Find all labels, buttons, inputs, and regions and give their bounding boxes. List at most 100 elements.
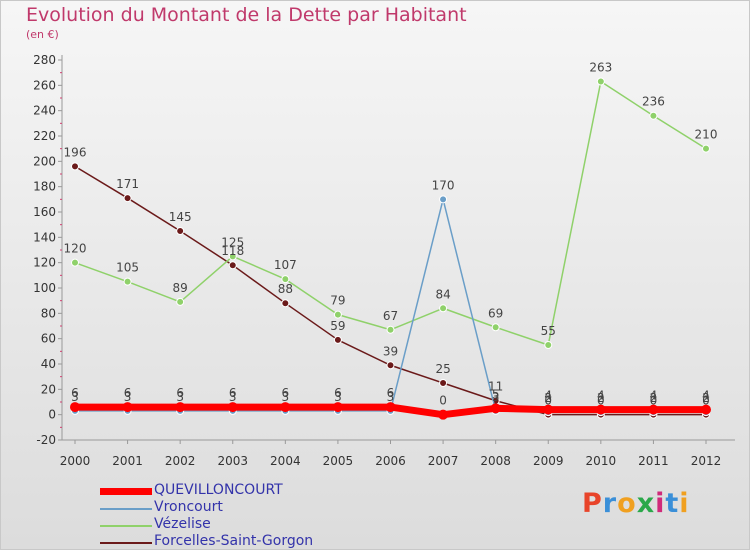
- series-line-forcelles-saint-gorgon: [74, 165, 707, 416]
- data-label-forcelles-saint-gorgon: 88: [278, 282, 293, 296]
- y-tick-label: -20: [36, 433, 56, 447]
- data-label-forcelles-saint-gorgon: 39: [383, 344, 398, 358]
- x-tick-label: 2008: [480, 454, 511, 468]
- logo-letter: r: [602, 488, 618, 519]
- data-label-vroncourt: 3: [282, 390, 290, 404]
- logo-letter: t: [665, 488, 680, 519]
- data-point-quevilloncourt: [280, 402, 291, 413]
- y-tick-label: 20: [41, 382, 56, 396]
- x-tick-label: 2005: [323, 454, 354, 468]
- proxiti-logo: Proxiti: [582, 488, 690, 519]
- data-label-vroncourt: 3: [229, 390, 237, 404]
- data-point-forcelles-saint-gorgon: [71, 162, 79, 171]
- data-point-quevilloncourt: [70, 402, 80, 413]
- x-tick-label: 2006: [375, 454, 406, 468]
- y-tick-label: 280: [33, 53, 56, 67]
- data-label-quevilloncourt: 6: [387, 386, 395, 400]
- data-label-forcelles-saint-gorgon: 145: [169, 210, 192, 224]
- data-point-v-zelise: [333, 310, 342, 319]
- data-label-quevilloncourt: 4: [597, 389, 605, 403]
- y-tick-label: 80: [41, 306, 56, 320]
- x-tick-label: 2012: [691, 454, 722, 468]
- data-label-vroncourt: 3: [387, 390, 395, 404]
- data-point-v-zelise: [123, 277, 132, 286]
- data-label-forcelles-saint-gorgon: 59: [330, 319, 345, 333]
- data-label-vroncourt: 3: [492, 390, 500, 404]
- y-tick-label: 200: [33, 154, 56, 168]
- y-tick-label: 260: [33, 78, 56, 92]
- data-point-v-zelise: [544, 341, 553, 349]
- y-tick-label: 40: [41, 357, 56, 371]
- data-label-forcelles-saint-gorgon: 25: [435, 362, 450, 376]
- data-point-quevilloncourt: [438, 409, 449, 420]
- data-point-v-zelise: [596, 77, 605, 86]
- data-label-vroncourt: 2: [597, 391, 605, 405]
- data-label-v-zelise: 105: [116, 261, 139, 275]
- data-label-forcelles-saint-gorgon: 0: [544, 394, 552, 408]
- series-line-vroncourt: [74, 198, 707, 413]
- data-label-v-zelise: 125: [221, 235, 244, 249]
- data-point-v-zelise: [649, 111, 658, 120]
- data-point-forcelles-saint-gorgon: [439, 379, 448, 387]
- data-point-v-zelise: [71, 258, 79, 267]
- data-point-quevilloncourt: [385, 402, 396, 413]
- y-tick-label: 240: [33, 104, 56, 118]
- data-label-vroncourt: 2: [544, 391, 552, 405]
- x-tick-label: 2003: [217, 454, 248, 468]
- data-label-v-zelise: 107: [274, 258, 297, 272]
- data-label-quevilloncourt: 6: [124, 386, 132, 400]
- logo-letter: i: [679, 488, 690, 519]
- data-point-v-zelise: [702, 144, 710, 153]
- data-point-v-zelise: [176, 297, 185, 306]
- y-tick-label: 120: [33, 256, 56, 270]
- data-label-vroncourt: 3: [176, 390, 184, 404]
- data-point-quevilloncourt: [175, 402, 186, 413]
- data-label-vroncourt: 3: [71, 390, 79, 404]
- y-tick-label: 100: [33, 281, 56, 295]
- data-label-v-zelise: 55: [541, 324, 556, 338]
- data-label-v-zelise: 69: [488, 306, 503, 320]
- x-tick-label: 2000: [60, 454, 91, 468]
- legend-label: Forcelles-Saint-Gorgon: [154, 533, 314, 549]
- data-point-quevilloncourt: [332, 402, 343, 413]
- data-label-forcelles-saint-gorgon: 11: [488, 380, 503, 394]
- chart-axes: -200204060801001201401601802002202402602…: [33, 53, 735, 468]
- chart-title: Evolution du Montant de la Dette par Hab…: [26, 4, 467, 26]
- legend-swatch: [100, 525, 152, 527]
- data-label-v-zelise: 210: [695, 128, 718, 142]
- data-label-forcelles-saint-gorgon: 171: [116, 177, 139, 191]
- data-label-forcelles-saint-gorgon: 196: [64, 145, 87, 159]
- x-tick-label: 2009: [533, 454, 564, 468]
- data-point-v-zelise: [386, 325, 395, 334]
- data-label-v-zelise: 84: [435, 287, 450, 301]
- chart-subtitle: (en €): [26, 28, 59, 41]
- data-label-forcelles-saint-gorgon: 118: [221, 244, 244, 258]
- data-label-vroncourt: 3: [124, 390, 132, 404]
- data-point-quevilloncourt: [595, 404, 606, 415]
- data-label-vroncourt: 2: [650, 391, 658, 405]
- y-tick-label: 60: [41, 332, 56, 346]
- data-label-quevilloncourt: 4: [702, 389, 710, 403]
- data-point-forcelles-saint-gorgon: [333, 335, 342, 344]
- data-label-v-zelise: 89: [173, 281, 188, 295]
- data-point-forcelles-saint-gorgon: [176, 227, 185, 235]
- logo-letter: P: [582, 488, 603, 519]
- data-label-v-zelise: 67: [383, 309, 398, 323]
- data-point-forcelles-saint-gorgon: [386, 361, 395, 370]
- data-point-quevilloncourt: [701, 404, 711, 415]
- data-label-quevilloncourt: 0: [439, 394, 447, 408]
- x-tick-label: 2001: [112, 454, 143, 468]
- x-tick-label: 2007: [428, 454, 459, 468]
- data-point-v-zelise: [281, 275, 290, 284]
- y-tick-label: 0: [48, 408, 56, 422]
- data-label-quevilloncourt: 6: [282, 386, 290, 400]
- x-tick-label: 2011: [638, 454, 669, 468]
- data-label-quevilloncourt: 6: [176, 386, 184, 400]
- data-point-quevilloncourt: [543, 404, 554, 415]
- data-point-quevilloncourt: [122, 402, 133, 413]
- data-label-forcelles-saint-gorgon: 0: [597, 394, 605, 408]
- data-label-quevilloncourt: 6: [71, 386, 79, 400]
